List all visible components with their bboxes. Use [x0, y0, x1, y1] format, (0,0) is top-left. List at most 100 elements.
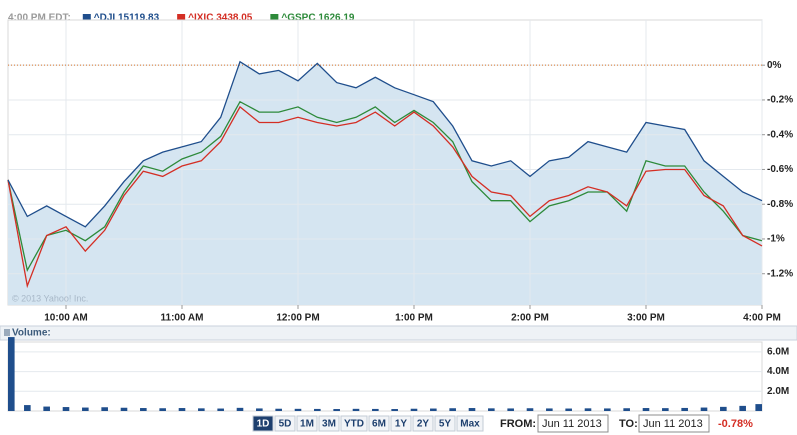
to-value: Jun 11 2013 — [643, 418, 703, 430]
range-button-label[interactable]: Max — [460, 419, 480, 430]
volume-bar — [256, 408, 263, 411]
volume-bar — [662, 408, 669, 411]
y-tick-label: -1.2% — [767, 268, 793, 279]
range-button-label[interactable]: 5Y — [439, 419, 452, 430]
x-tick-label: 1:00 PM — [395, 313, 433, 324]
change: -0.78% — [718, 418, 753, 430]
range-button[interactable] — [390, 415, 412, 432]
line — [7, 60, 763, 228]
volume-bar — [217, 408, 224, 411]
volume-bar — [159, 408, 166, 411]
to-label: TO: — [619, 418, 638, 430]
collapse-icon[interactable] — [4, 329, 10, 336]
y-tick-label: -0.6% — [767, 164, 793, 175]
volume-bar — [681, 407, 688, 411]
volume-header — [0, 325, 797, 341]
time-label: 4:00 PM EDT: — [8, 13, 71, 24]
volume-bar — [333, 409, 340, 411]
volume-bar — [372, 408, 379, 411]
volume-bar — [101, 407, 108, 411]
y-tick-label: -0.4% — [767, 129, 793, 140]
volume-bar — [526, 408, 534, 411]
x-tick-label: 3:00 PM — [627, 313, 665, 324]
volume-plot-area — [7, 341, 763, 412]
range-button[interactable] — [434, 415, 456, 432]
volume-bar — [720, 406, 727, 411]
volume-bar — [43, 406, 50, 411]
volume-bar — [178, 408, 186, 411]
range-button[interactable] — [296, 415, 318, 432]
volume-bar — [410, 408, 418, 411]
range-button-label[interactable]: 1M — [300, 419, 314, 430]
volume-bar — [642, 408, 650, 411]
volume-bar — [198, 408, 205, 411]
from-input[interactable] — [537, 414, 609, 433]
range-button[interactable] — [456, 415, 484, 432]
legend-label: ^IXIC 3438.05 — [188, 13, 253, 24]
volume-bar — [8, 337, 15, 411]
range-button[interactable] — [412, 415, 434, 432]
volume-bar — [352, 408, 360, 411]
range-button[interactable] — [318, 415, 340, 432]
legend-label: ^GSPC 1626.19 — [281, 13, 355, 24]
legend-swatch — [177, 14, 186, 22]
range-button-label[interactable]: YTD — [344, 419, 364, 430]
range-button[interactable] — [274, 415, 296, 432]
volume-bar — [24, 405, 31, 411]
y-tick-label: -1% — [767, 234, 785, 245]
volume-bar — [755, 404, 762, 411]
x-tick-label: 4:00 PM — [743, 313, 781, 324]
volume-bar — [391, 409, 398, 411]
volume-bar — [449, 408, 456, 411]
range-button-label[interactable]: 3M — [322, 419, 336, 430]
controls: 1D 5D 1M 3M YTD 6M 1Y 2Y 5Y Max FROM: Jun 11 2013 TO… — [252, 414, 753, 433]
from-value: Jun 11 2013 — [542, 418, 602, 430]
x-tick-label: 12:00 PM — [276, 313, 319, 324]
legend-swatch — [82, 14, 91, 22]
volume-bar — [275, 408, 282, 411]
range-button-label[interactable]: 1Y — [395, 419, 408, 430]
volume-bar — [468, 408, 476, 411]
area — [8, 61, 762, 306]
y-tick-label: 2.0M — [767, 386, 789, 397]
volume-bar — [430, 408, 437, 411]
to-input[interactable] — [638, 414, 710, 433]
from-label: FROM: — [500, 418, 536, 430]
x-tick-label: 11:00 AM — [161, 313, 204, 324]
range-button-label[interactable]: 6M — [372, 419, 386, 430]
y-tick-label: 6.0M — [767, 346, 789, 357]
volume-bar — [488, 408, 495, 411]
volume-bar — [314, 408, 321, 411]
volume-bar — [565, 408, 572, 411]
volume-bar — [82, 407, 89, 411]
volume-bar — [120, 407, 128, 411]
range-button-label[interactable]: 2Y — [417, 419, 430, 430]
volume-bar — [236, 407, 244, 411]
range-button[interactable] — [252, 415, 274, 432]
y-tick-label: 4.0M — [767, 366, 789, 377]
line — [7, 105, 763, 289]
y-tick-label: -0.8% — [767, 199, 793, 210]
volume-bar — [140, 408, 147, 411]
y-tick-label: -0.2% — [767, 95, 793, 106]
volume-title: Volume: — [12, 328, 51, 339]
range-button[interactable] — [340, 415, 368, 432]
x-tick-label: 2:00 PM — [511, 313, 549, 324]
watermark: © 2013 Yahoo! Inc. — [12, 293, 88, 303]
volume-bar — [294, 408, 302, 411]
legend-label: ^DJI 15119.83 — [94, 13, 160, 24]
volume-bar — [604, 408, 611, 411]
range-button[interactable] — [368, 415, 390, 432]
volume-bar — [584, 408, 592, 411]
range-button-label[interactable]: 1D — [257, 419, 270, 430]
y-tick-label: 0% — [767, 60, 782, 71]
legend: ^DJI 15119.83 ^IXIC 3438.05 ^GSPC 1626.19 — [82, 13, 355, 24]
volume-bar — [739, 405, 746, 411]
volume-bar — [700, 407, 708, 411]
volume-bar — [62, 407, 70, 411]
volume-bar — [507, 408, 514, 411]
range-button-label[interactable]: 5D — [279, 419, 292, 430]
volume-bar — [546, 408, 553, 411]
x-tick-label: 10:00 AM — [44, 313, 88, 324]
